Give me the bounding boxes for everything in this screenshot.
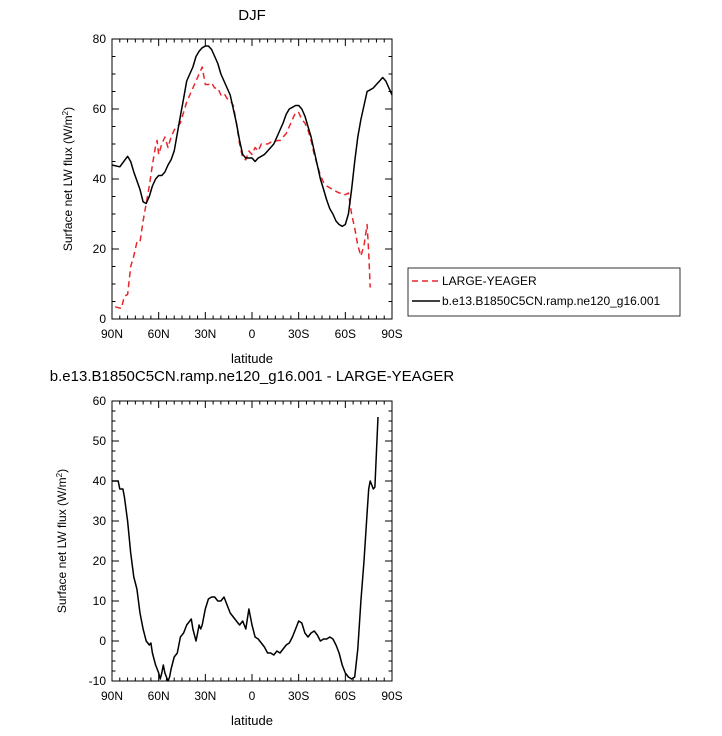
series-line-1	[114, 66, 371, 310]
y-tick-label: 0	[99, 634, 106, 648]
y-tick-label: 60	[93, 102, 107, 116]
x-tick-label: 30S	[288, 689, 309, 703]
y-tick-label: -10	[89, 674, 107, 688]
x-axis-ticks: 90N 60N 30N 0 30S 60S 90S	[101, 39, 403, 341]
series-lines	[111, 45, 393, 310]
y-tick-label: 40	[93, 172, 107, 186]
y-axis-ticks: 0 20 40 60 80	[93, 32, 392, 326]
chart-title: b.e13.B1850C5CN.ramp.ne120_g16.001 - LAR…	[50, 368, 455, 385]
top-chart: DJF 90N 60N 30N 0 30S 60S 90S 0 20 40 60 80 latitu…	[61, 7, 403, 366]
y-tick-label: 40	[93, 474, 107, 488]
x-tick-label: 60S	[335, 689, 356, 703]
legend-label-large-yeager: LARGE-YEAGER	[442, 274, 537, 288]
plot-frame	[111, 38, 393, 320]
y-tick-label: 0	[99, 312, 106, 326]
y-tick-label: 50	[93, 434, 107, 448]
series-line-1	[112, 416, 379, 682]
x-tick-label: 30S	[288, 327, 309, 341]
y-axis-label: Surface net LW flux (W/m2)	[55, 469, 70, 613]
plot-frame	[111, 400, 393, 682]
legend: LARGE-YEAGER b.e13.B1850C5CN.ramp.ne120_…	[407, 267, 681, 317]
x-tick-label: 60S	[335, 327, 356, 341]
x-tick-label: 90S	[381, 327, 402, 341]
x-tick-label: 60N	[148, 689, 170, 703]
y-tick-label: 80	[93, 32, 107, 46]
y-axis-ticks: -10 0 10 20 30 40 50 60	[89, 394, 392, 688]
y-tick-label: 10	[93, 594, 107, 608]
y-axis-label: Surface net LW flux (W/m2)	[61, 107, 76, 251]
series-lines	[112, 416, 379, 682]
x-axis-label: latitude	[231, 351, 273, 366]
x-tick-label: 0	[249, 327, 256, 341]
x-tick-label: 90N	[101, 327, 123, 341]
legend-box	[407, 267, 681, 317]
y-tick-label: 20	[93, 554, 107, 568]
x-tick-label: 90N	[101, 689, 123, 703]
bottom-chart: b.e13.B1850C5CN.ramp.ne120_g16.001 - LAR…	[50, 368, 455, 728]
x-tick-label: 0	[249, 689, 256, 703]
x-axis-ticks: 90N 60N 30N 0 30S 60S 90S	[101, 401, 403, 703]
series-line-2	[111, 45, 393, 228]
chart-title: DJF	[238, 7, 266, 24]
x-tick-label: 90S	[381, 689, 402, 703]
y-tick-label: 20	[93, 242, 107, 256]
y-tick-label: 30	[93, 514, 107, 528]
x-axis-label: latitude	[231, 713, 273, 728]
x-tick-label: 60N	[148, 327, 170, 341]
legend-label-model: b.e13.B1850C5CN.ramp.ne120_g16.001	[442, 294, 660, 308]
x-tick-label: 30N	[194, 327, 216, 341]
x-tick-label: 30N	[194, 689, 216, 703]
y-tick-label: 60	[93, 394, 107, 408]
